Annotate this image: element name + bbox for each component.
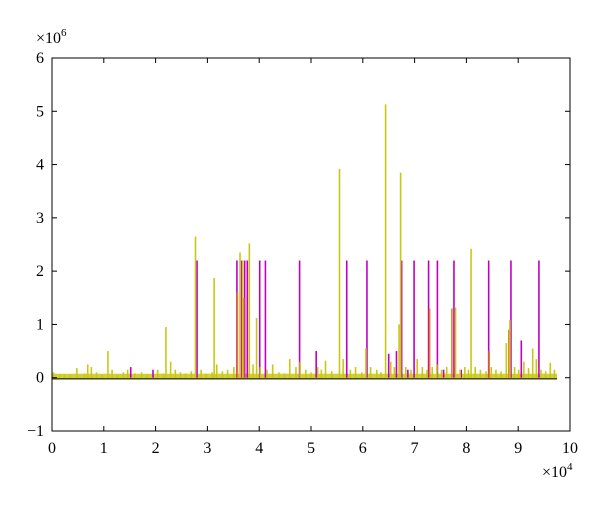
y-tick-label: 5: [36, 103, 44, 120]
plot-area: [52, 104, 558, 380]
y-tick-label: 3: [36, 210, 44, 227]
x-tick-label: 9: [514, 440, 522, 457]
y-multiplier-label: ×106: [36, 27, 67, 47]
x-tick-label: 5: [307, 440, 315, 457]
x-multiplier-exponent: 4: [567, 461, 573, 473]
y-tick-label: 0: [36, 370, 44, 387]
baseline-noise-band: [52, 373, 558, 380]
y-tick-label: 6: [36, 50, 44, 67]
y-multiplier-exponent: 6: [61, 27, 67, 39]
x-tick-label: 1: [100, 440, 108, 457]
x-tick-label: 4: [255, 440, 263, 457]
y-tick-label: 2: [36, 263, 44, 280]
x-tick-label: 0: [48, 440, 56, 457]
x-multiplier-base: ×10: [542, 464, 567, 481]
x-tick-label: 3: [203, 440, 211, 457]
x-tick-label: 6: [359, 440, 367, 457]
y-tick-label: 1: [36, 316, 44, 333]
x-tick-label: 8: [462, 440, 470, 457]
y-tick-label: −1: [27, 423, 44, 440]
x-tick-label: 7: [411, 440, 419, 457]
x-multiplier-label: ×104: [542, 461, 573, 481]
y-tick-label: 4: [36, 157, 44, 174]
x-tick-label: 2: [152, 440, 160, 457]
y-multiplier-base: ×10: [36, 30, 61, 47]
x-tick-label: 10: [562, 440, 578, 457]
